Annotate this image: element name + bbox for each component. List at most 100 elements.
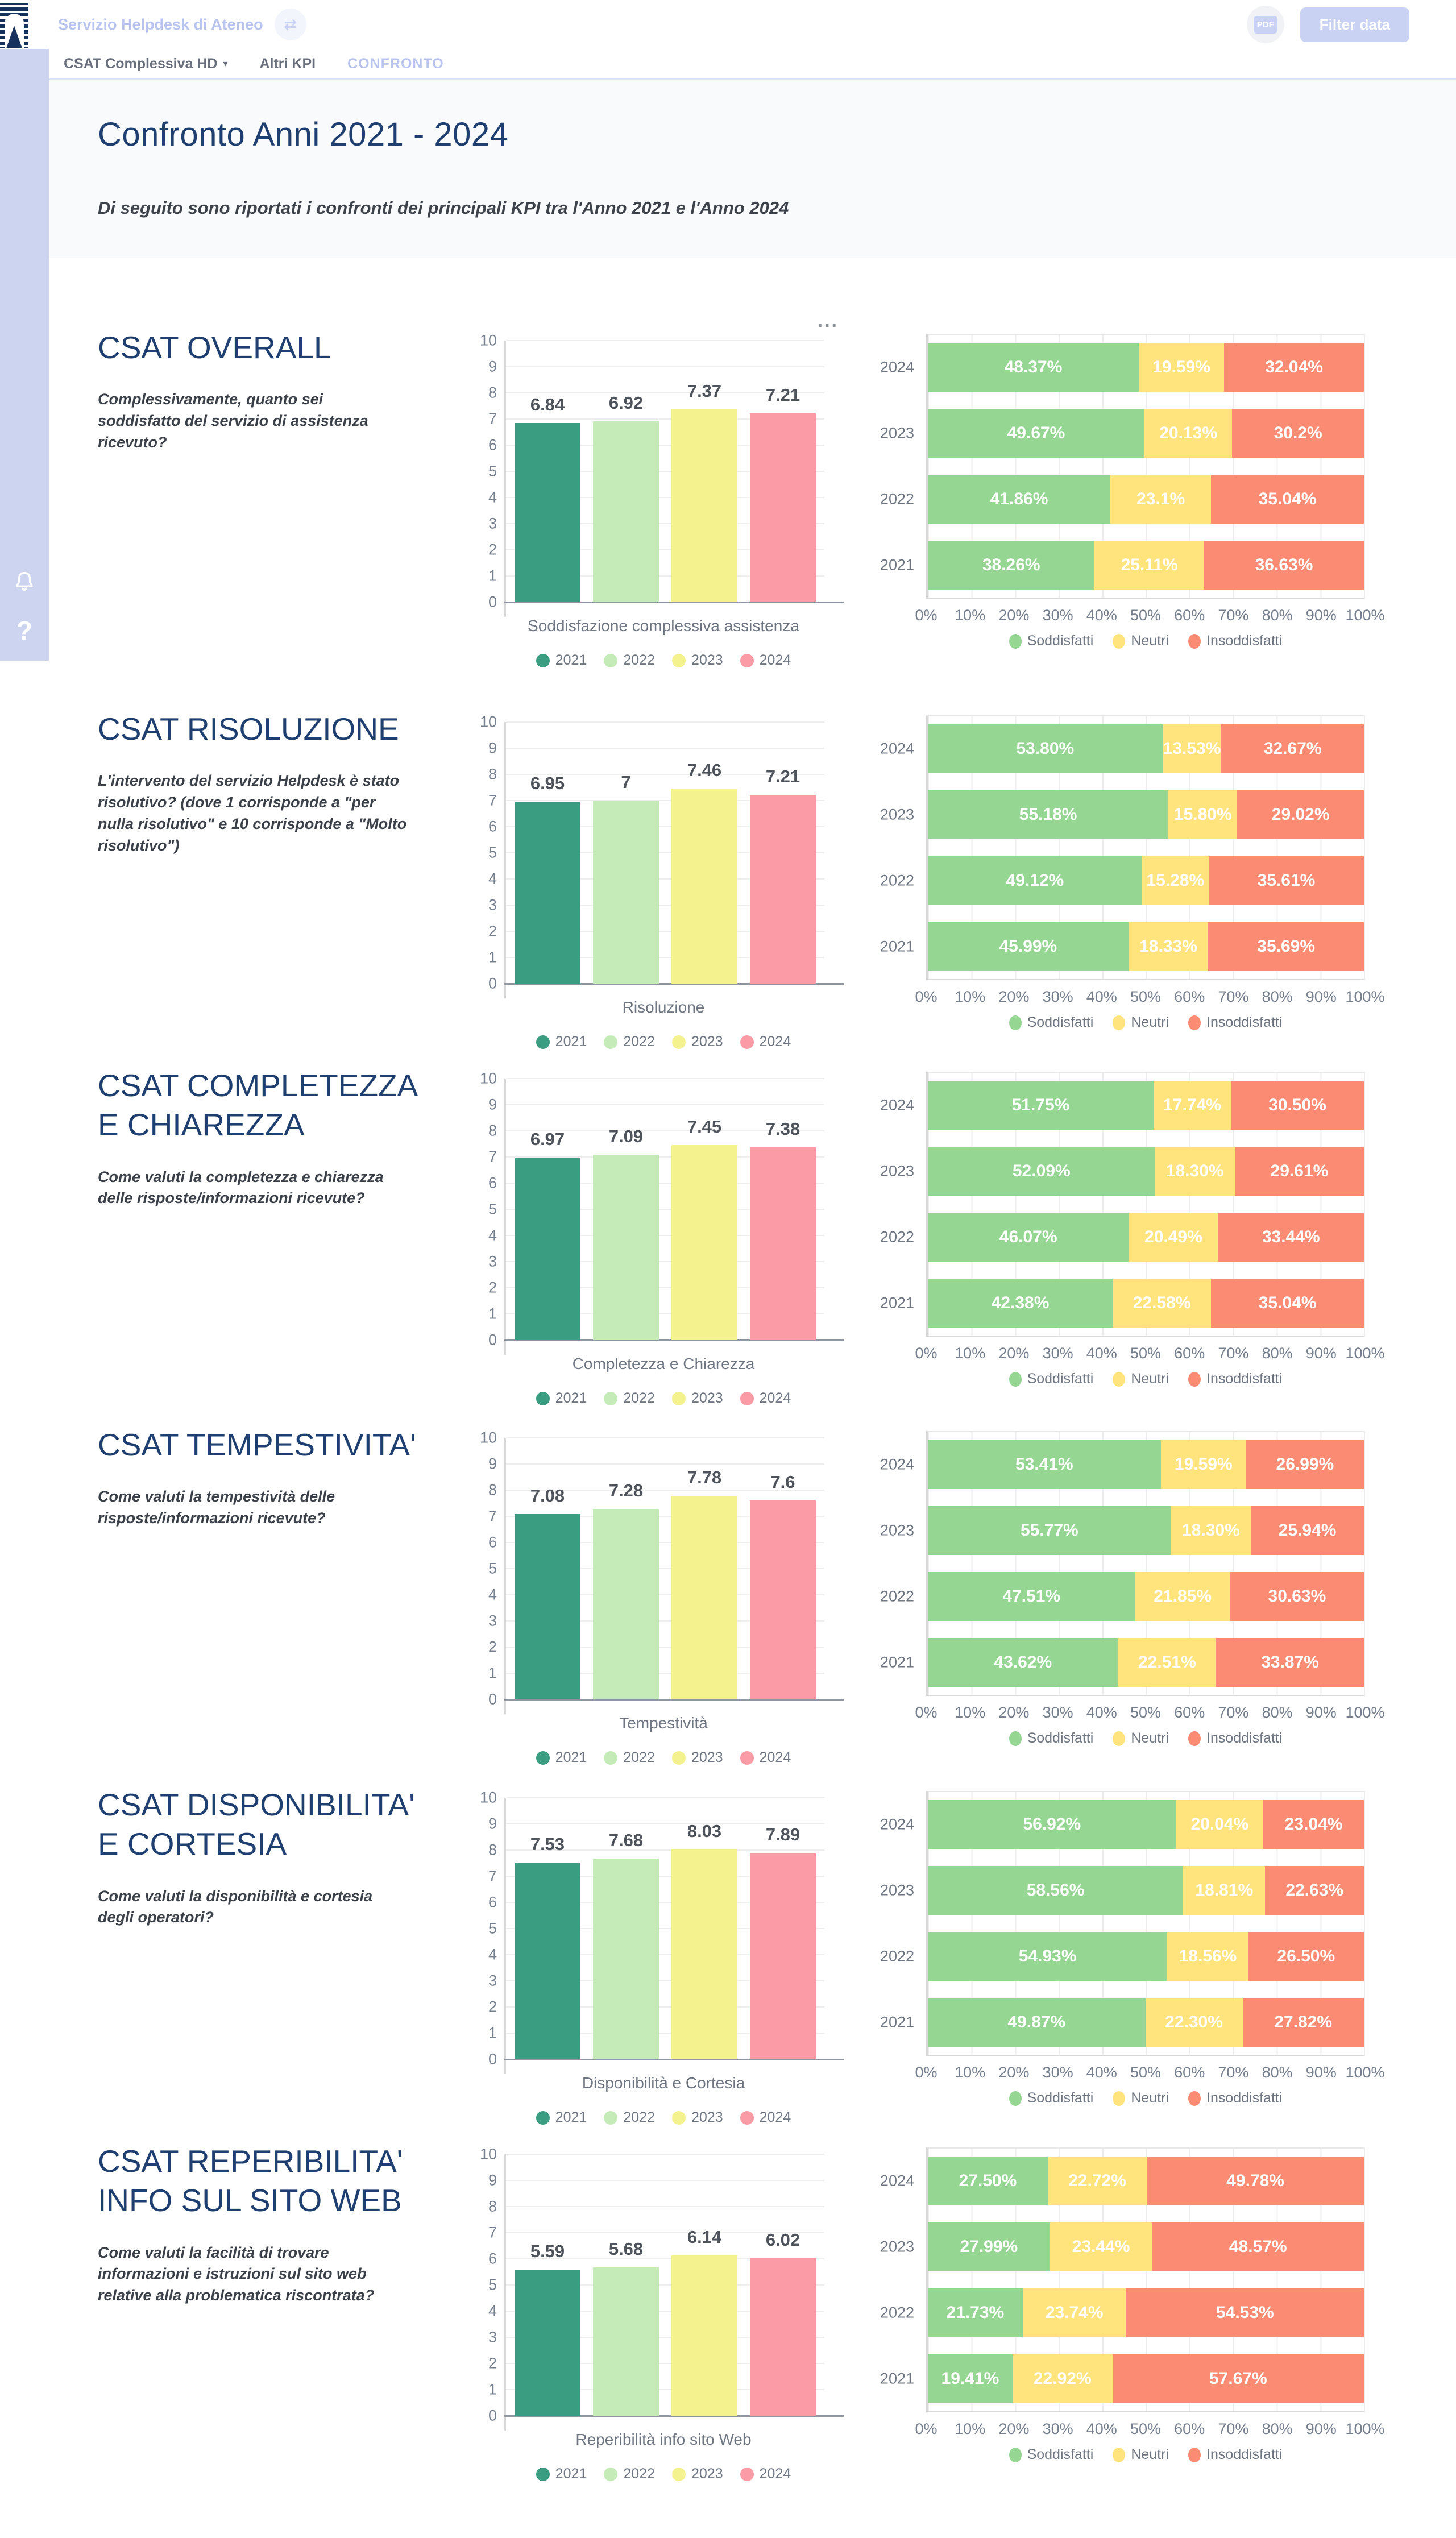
stacked-segment[interactable]: 27.99% <box>928 2222 1050 2271</box>
stacked-segment[interactable]: 48.57% <box>1152 2222 1364 2271</box>
stacked-segment[interactable]: 38.26% <box>928 541 1095 590</box>
stacked-segment[interactable]: 47.51% <box>928 1572 1135 1621</box>
stacked-segment[interactable]: 43.62% <box>928 1638 1118 1687</box>
legend-item-sentiment[interactable]: Neutri <box>1113 1014 1169 1031</box>
legend-item-sentiment[interactable]: Neutri <box>1113 1371 1169 1387</box>
bar[interactable] <box>671 1849 737 2059</box>
stacked-segment[interactable]: 54.53% <box>1126 2288 1364 2337</box>
stacked-segment[interactable]: 52.09% <box>928 1147 1155 1196</box>
legend-item-sentiment[interactable]: Insoddisfatti <box>1188 1014 1282 1031</box>
stacked-segment[interactable]: 22.30% <box>1145 1998 1243 2047</box>
legend-item-sentiment[interactable]: Neutri <box>1113 1730 1169 1747</box>
stacked-segment[interactable]: 56.92% <box>928 1800 1176 1849</box>
bar[interactable] <box>750 2258 816 2416</box>
stacked-segment[interactable]: 26.99% <box>1246 1440 1364 1489</box>
legend-item-year[interactable]: 2022 <box>604 2109 655 2126</box>
legend-item-sentiment[interactable]: Insoddisfatti <box>1188 2090 1282 2106</box>
stacked-segment[interactable]: 49.67% <box>928 409 1144 458</box>
legend-item-sentiment[interactable]: Neutri <box>1113 633 1169 649</box>
stacked-segment[interactable]: 19.59% <box>1138 343 1225 392</box>
legend-item-year[interactable]: 2023 <box>672 1749 723 1766</box>
bar[interactable] <box>750 1500 816 1699</box>
legend-item-year[interactable]: 2023 <box>672 2109 723 2126</box>
legend-item-year[interactable]: 2021 <box>536 1390 587 1407</box>
bar[interactable] <box>515 1514 580 1699</box>
stacked-segment[interactable]: 57.67% <box>1112 2354 1364 2403</box>
stacked-segment[interactable]: 23.44% <box>1050 2222 1152 2271</box>
bar[interactable] <box>515 423 580 602</box>
help-icon[interactable]: ? <box>11 617 38 644</box>
stacked-segment[interactable]: 51.75% <box>928 1081 1154 1130</box>
bar[interactable] <box>515 1862 580 2059</box>
stacked-segment[interactable]: 35.69% <box>1208 922 1364 971</box>
legend-item-sentiment[interactable]: Soddisfatti <box>1009 1730 1093 1747</box>
legend-item-sentiment[interactable]: Soddisfatti <box>1009 1014 1093 1031</box>
legend-item-sentiment[interactable]: Soddisfatti <box>1009 633 1093 649</box>
legend-item-year[interactable]: 2023 <box>672 1034 723 1050</box>
stacked-segment[interactable]: 55.18% <box>928 790 1169 839</box>
legend-item-year[interactable]: 2024 <box>740 652 791 669</box>
legend-item-sentiment[interactable]: Soddisfatti <box>1009 2446 1093 2463</box>
stacked-segment[interactable]: 29.02% <box>1237 790 1364 839</box>
stacked-segment[interactable]: 42.38% <box>928 1279 1113 1328</box>
stacked-segment[interactable]: 18.33% <box>1128 922 1209 971</box>
legend-item-year[interactable]: 2022 <box>604 1749 655 1766</box>
bar[interactable] <box>593 1858 659 2059</box>
legend-item-year[interactable]: 2024 <box>740 2466 791 2482</box>
legend-item-sentiment[interactable]: Insoddisfatti <box>1188 1730 1282 1747</box>
tab-altri-kpi[interactable]: Altri KPI <box>259 56 316 72</box>
stacked-segment[interactable]: 30.50% <box>1230 1081 1364 1130</box>
legend-item-year[interactable]: 2024 <box>740 1034 791 1050</box>
stacked-segment[interactable]: 23.1% <box>1110 475 1212 524</box>
stacked-segment[interactable]: 21.73% <box>928 2288 1023 2337</box>
refresh-icon[interactable]: ⇄ <box>274 9 306 40</box>
stacked-segment[interactable]: 22.92% <box>1012 2354 1113 2403</box>
bar[interactable] <box>671 2255 737 2416</box>
tab-confronto[interactable]: CONFRONTO <box>347 56 444 72</box>
stacked-segment[interactable]: 20.13% <box>1144 409 1233 458</box>
legend-item-year[interactable]: 2024 <box>740 1390 791 1407</box>
legend-item-year[interactable]: 2021 <box>536 2466 587 2482</box>
stacked-segment[interactable]: 41.86% <box>928 475 1111 524</box>
stacked-segment[interactable]: 25.11% <box>1094 541 1205 590</box>
stacked-segment[interactable]: 30.63% <box>1230 1572 1364 1621</box>
stacked-segment[interactable]: 19.41% <box>928 2354 1013 2403</box>
stacked-segment[interactable]: 21.85% <box>1135 1572 1230 1621</box>
legend-item-sentiment[interactable]: Soddisfatti <box>1009 1371 1093 1387</box>
stacked-segment[interactable]: 22.51% <box>1118 1638 1217 1687</box>
stacked-segment[interactable]: 27.82% <box>1242 1998 1364 2047</box>
legend-item-year[interactable]: 2022 <box>604 1034 655 1050</box>
bell-icon[interactable] <box>11 569 38 595</box>
bar[interactable] <box>593 1154 659 1340</box>
stacked-segment[interactable]: 22.58% <box>1113 1279 1212 1328</box>
bar[interactable] <box>515 802 580 984</box>
stacked-segment[interactable]: 20.49% <box>1129 1213 1218 1262</box>
stacked-segment[interactable]: 46.07% <box>928 1213 1129 1262</box>
stacked-segment[interactable]: 25.94% <box>1251 1506 1364 1555</box>
stacked-segment[interactable]: 18.30% <box>1155 1147 1235 1196</box>
stacked-segment[interactable]: 49.78% <box>1147 2157 1364 2205</box>
stacked-segment[interactable]: 45.99% <box>928 922 1129 971</box>
stacked-segment[interactable]: 27.50% <box>928 2157 1048 2205</box>
legend-item-sentiment[interactable]: Soddisfatti <box>1009 2090 1093 2106</box>
stacked-segment[interactable]: 30.2% <box>1232 409 1364 458</box>
bar[interactable] <box>750 1147 816 1340</box>
stacked-segment[interactable]: 26.50% <box>1248 1932 1364 1981</box>
stacked-segment[interactable]: 23.04% <box>1263 1800 1364 1849</box>
stacked-segment[interactable]: 32.67% <box>1221 724 1364 773</box>
bar[interactable] <box>750 413 816 602</box>
stacked-segment[interactable]: 19.59% <box>1160 1440 1246 1489</box>
card-menu-ellipsis[interactable]: ... <box>817 310 839 331</box>
bar[interactable] <box>515 1158 580 1340</box>
stacked-segment[interactable]: 18.30% <box>1171 1506 1251 1555</box>
stacked-segment[interactable]: 53.80% <box>928 724 1163 773</box>
bar[interactable] <box>593 421 659 602</box>
stacked-segment[interactable]: 58.56% <box>928 1866 1184 1915</box>
stacked-segment[interactable]: 17.74% <box>1153 1081 1231 1130</box>
tab-csat-complessiva-hd[interactable]: CSAT Complessiva HD ▾ <box>64 56 227 72</box>
stacked-segment[interactable]: 33.87% <box>1216 1638 1364 1687</box>
filter-data-button[interactable]: Filter data <box>1300 7 1409 42</box>
stacked-segment[interactable]: 36.63% <box>1204 541 1364 590</box>
stacked-segment[interactable]: 49.12% <box>928 856 1142 905</box>
legend-item-sentiment[interactable]: Insoddisfatti <box>1188 2446 1282 2463</box>
